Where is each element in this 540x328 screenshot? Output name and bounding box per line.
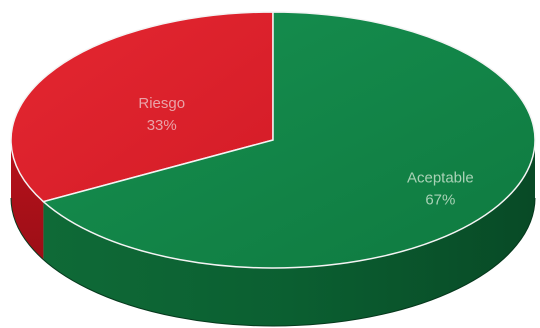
slice-label-riesgo: Riesgo: [138, 95, 185, 112]
slice-riesgo: [10, 11, 274, 203]
pie-labels: Riesgo 33% Aceptable 67%: [138, 95, 473, 208]
slice-aceptable: [41, 11, 536, 269]
slice-side-riesgo: [11, 140, 44, 260]
slice-side-aceptable: [43, 140, 535, 326]
slice-label-aceptable: Aceptable: [407, 169, 474, 186]
slice-percent-riesgo: 33%: [147, 117, 177, 134]
pie-bottom-rim: [10, 197, 536, 327]
slice-percent-aceptable: 67%: [425, 191, 455, 208]
pie-tops: [10, 11, 536, 269]
